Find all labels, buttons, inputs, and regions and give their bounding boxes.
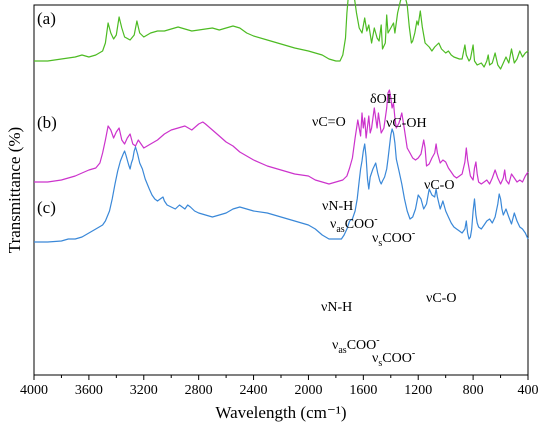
annotation-a-doh: δOH (370, 92, 397, 107)
x-tick-label: 800 (463, 383, 484, 398)
annotation-b-vco: νC-O (424, 178, 454, 193)
spectrum-line-a (34, 0, 529, 70)
panel-label-c: (c) (37, 198, 56, 217)
x-axis-ticks: 4000 3600 3200 2800 2400 2000 1600 1200 800 400 (20, 375, 539, 398)
spectrum-line-c (34, 128, 529, 243)
x-tick-label: 400 (518, 383, 539, 398)
x-tick-label: 1600 (349, 383, 377, 398)
annotation-c-vnh: νN-H (321, 300, 352, 315)
x-axis-title: Wavelength (cm⁻¹) (215, 403, 346, 422)
x-tick-label: 2400 (240, 383, 268, 398)
x-tick-label: 3200 (130, 383, 158, 398)
x-tick-label: 2800 (185, 383, 213, 398)
annotation-c-vascoo: νasCOO- (332, 335, 380, 356)
series-layer (34, 0, 529, 243)
y-axis-title: Transmittance (%) (5, 127, 24, 253)
spectrum-line-b (34, 89, 529, 185)
annotation-c-vco: νC-O (426, 291, 456, 306)
annotation-c-vscoo: νsCOO- (372, 348, 415, 369)
x-tick-label: 2000 (294, 383, 322, 398)
annotation-layer: νC=OδOHνC-OHνN-HνasCOO-νC-OνsCOO-νN-HνC-… (312, 92, 456, 369)
panel-label-a: (a) (37, 9, 56, 28)
x-tick-label: 4000 (20, 383, 48, 398)
annotation-b-vnh: νN-H (322, 199, 353, 214)
annotation-b-vscoo: νsCOO- (372, 228, 415, 249)
x-tick-label: 1200 (404, 383, 432, 398)
annotation-b-vascoo: νasCOO- (330, 214, 378, 235)
panel-label-b: (b) (37, 113, 57, 132)
x-tick-label: 3600 (75, 383, 103, 398)
annotation-a-vcoh: νC-OH (386, 116, 427, 131)
annotation-a-vco: νC=O (312, 115, 346, 130)
